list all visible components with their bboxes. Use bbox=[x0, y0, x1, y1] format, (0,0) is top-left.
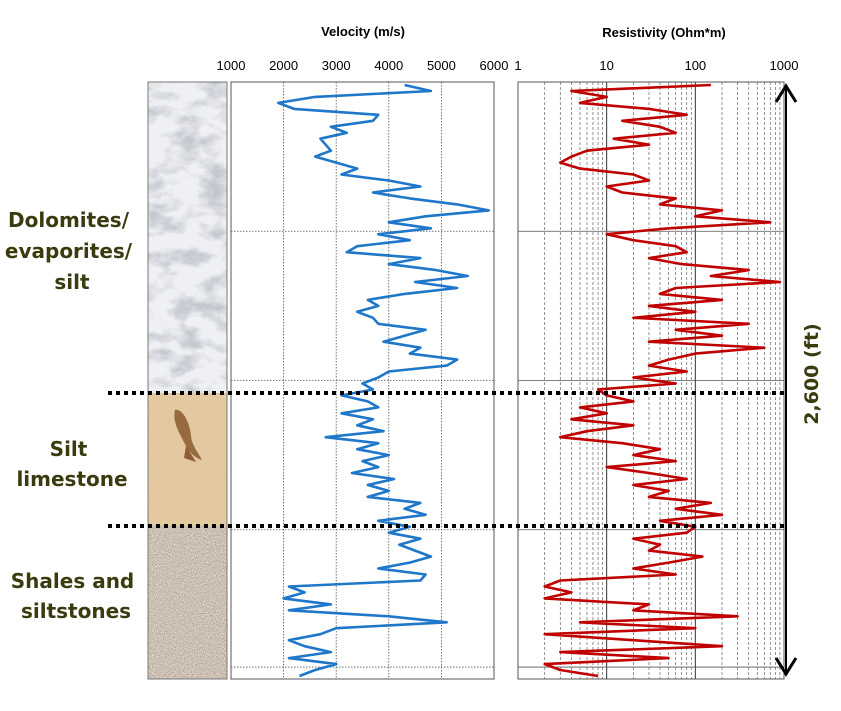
resistivity-tick-label: 1000 bbox=[770, 58, 799, 73]
velocity-tick-label: 6000 bbox=[480, 58, 509, 73]
resistivity-panel: 1 10 100 1000 Resistivity (Ohm*m) bbox=[514, 25, 798, 680]
label-dolomites-line-3: silt bbox=[54, 270, 90, 294]
lithology-frame bbox=[147, 81, 228, 680]
velocity-panel: 1000 2000 3000 4000 5000 6000 Velocity (m/s) bbox=[217, 24, 509, 680]
depth-scale-label: 2,600 (ft) bbox=[801, 323, 823, 424]
velocity-tick-label: 3000 bbox=[322, 58, 351, 73]
resistivity-title: Resistivity (Ohm*m) bbox=[602, 25, 726, 40]
lithology-limestone-texture bbox=[148, 393, 227, 526]
lithology-shale-texture bbox=[148, 526, 227, 679]
resistivity-tick-label: 100 bbox=[684, 58, 706, 73]
label-silt-limestone: Silt limestone bbox=[16, 437, 127, 491]
label-shales: Shales and siltstones bbox=[11, 569, 141, 623]
label-silt-limestone-line-2: limestone bbox=[16, 467, 127, 491]
label-shales-line-1: Shales and bbox=[11, 569, 134, 593]
label-dolomites-line-1: Dolomites/ bbox=[8, 208, 130, 232]
label-silt-limestone-line-1: Silt bbox=[50, 437, 88, 461]
label-shales-line-2: siltstones bbox=[21, 599, 131, 623]
lithology-column bbox=[147, 81, 228, 680]
velocity-tick-label: 5000 bbox=[427, 58, 456, 73]
velocity-frame bbox=[230, 81, 495, 680]
resistivity-frame bbox=[517, 81, 785, 680]
resistivity-tick-label: 10 bbox=[599, 58, 613, 73]
velocity-tick-label: 4000 bbox=[374, 58, 403, 73]
label-dolomites: Dolomites/ evaporites/ silt bbox=[5, 208, 139, 294]
fossil-fish-icon bbox=[174, 409, 202, 462]
resistivity-tick-label: 1 bbox=[514, 58, 521, 73]
velocity-tick-label: 2000 bbox=[269, 58, 298, 73]
resistivity-tick-labels: 1 10 100 1000 bbox=[514, 58, 798, 73]
velocity-grid bbox=[231, 82, 494, 679]
velocity-tick-labels: 1000 2000 3000 4000 5000 6000 bbox=[217, 58, 509, 73]
lithology-dolomite-texture bbox=[148, 82, 227, 393]
velocity-tick-label: 1000 bbox=[217, 58, 246, 73]
velocity-series-line bbox=[276, 83, 491, 678]
resistivity-series-line bbox=[543, 83, 782, 678]
depth-scale-arrow bbox=[774, 83, 798, 677]
velocity-title: Velocity (m/s) bbox=[321, 24, 405, 39]
label-dolomites-line-2: evaporites/ bbox=[5, 239, 133, 263]
